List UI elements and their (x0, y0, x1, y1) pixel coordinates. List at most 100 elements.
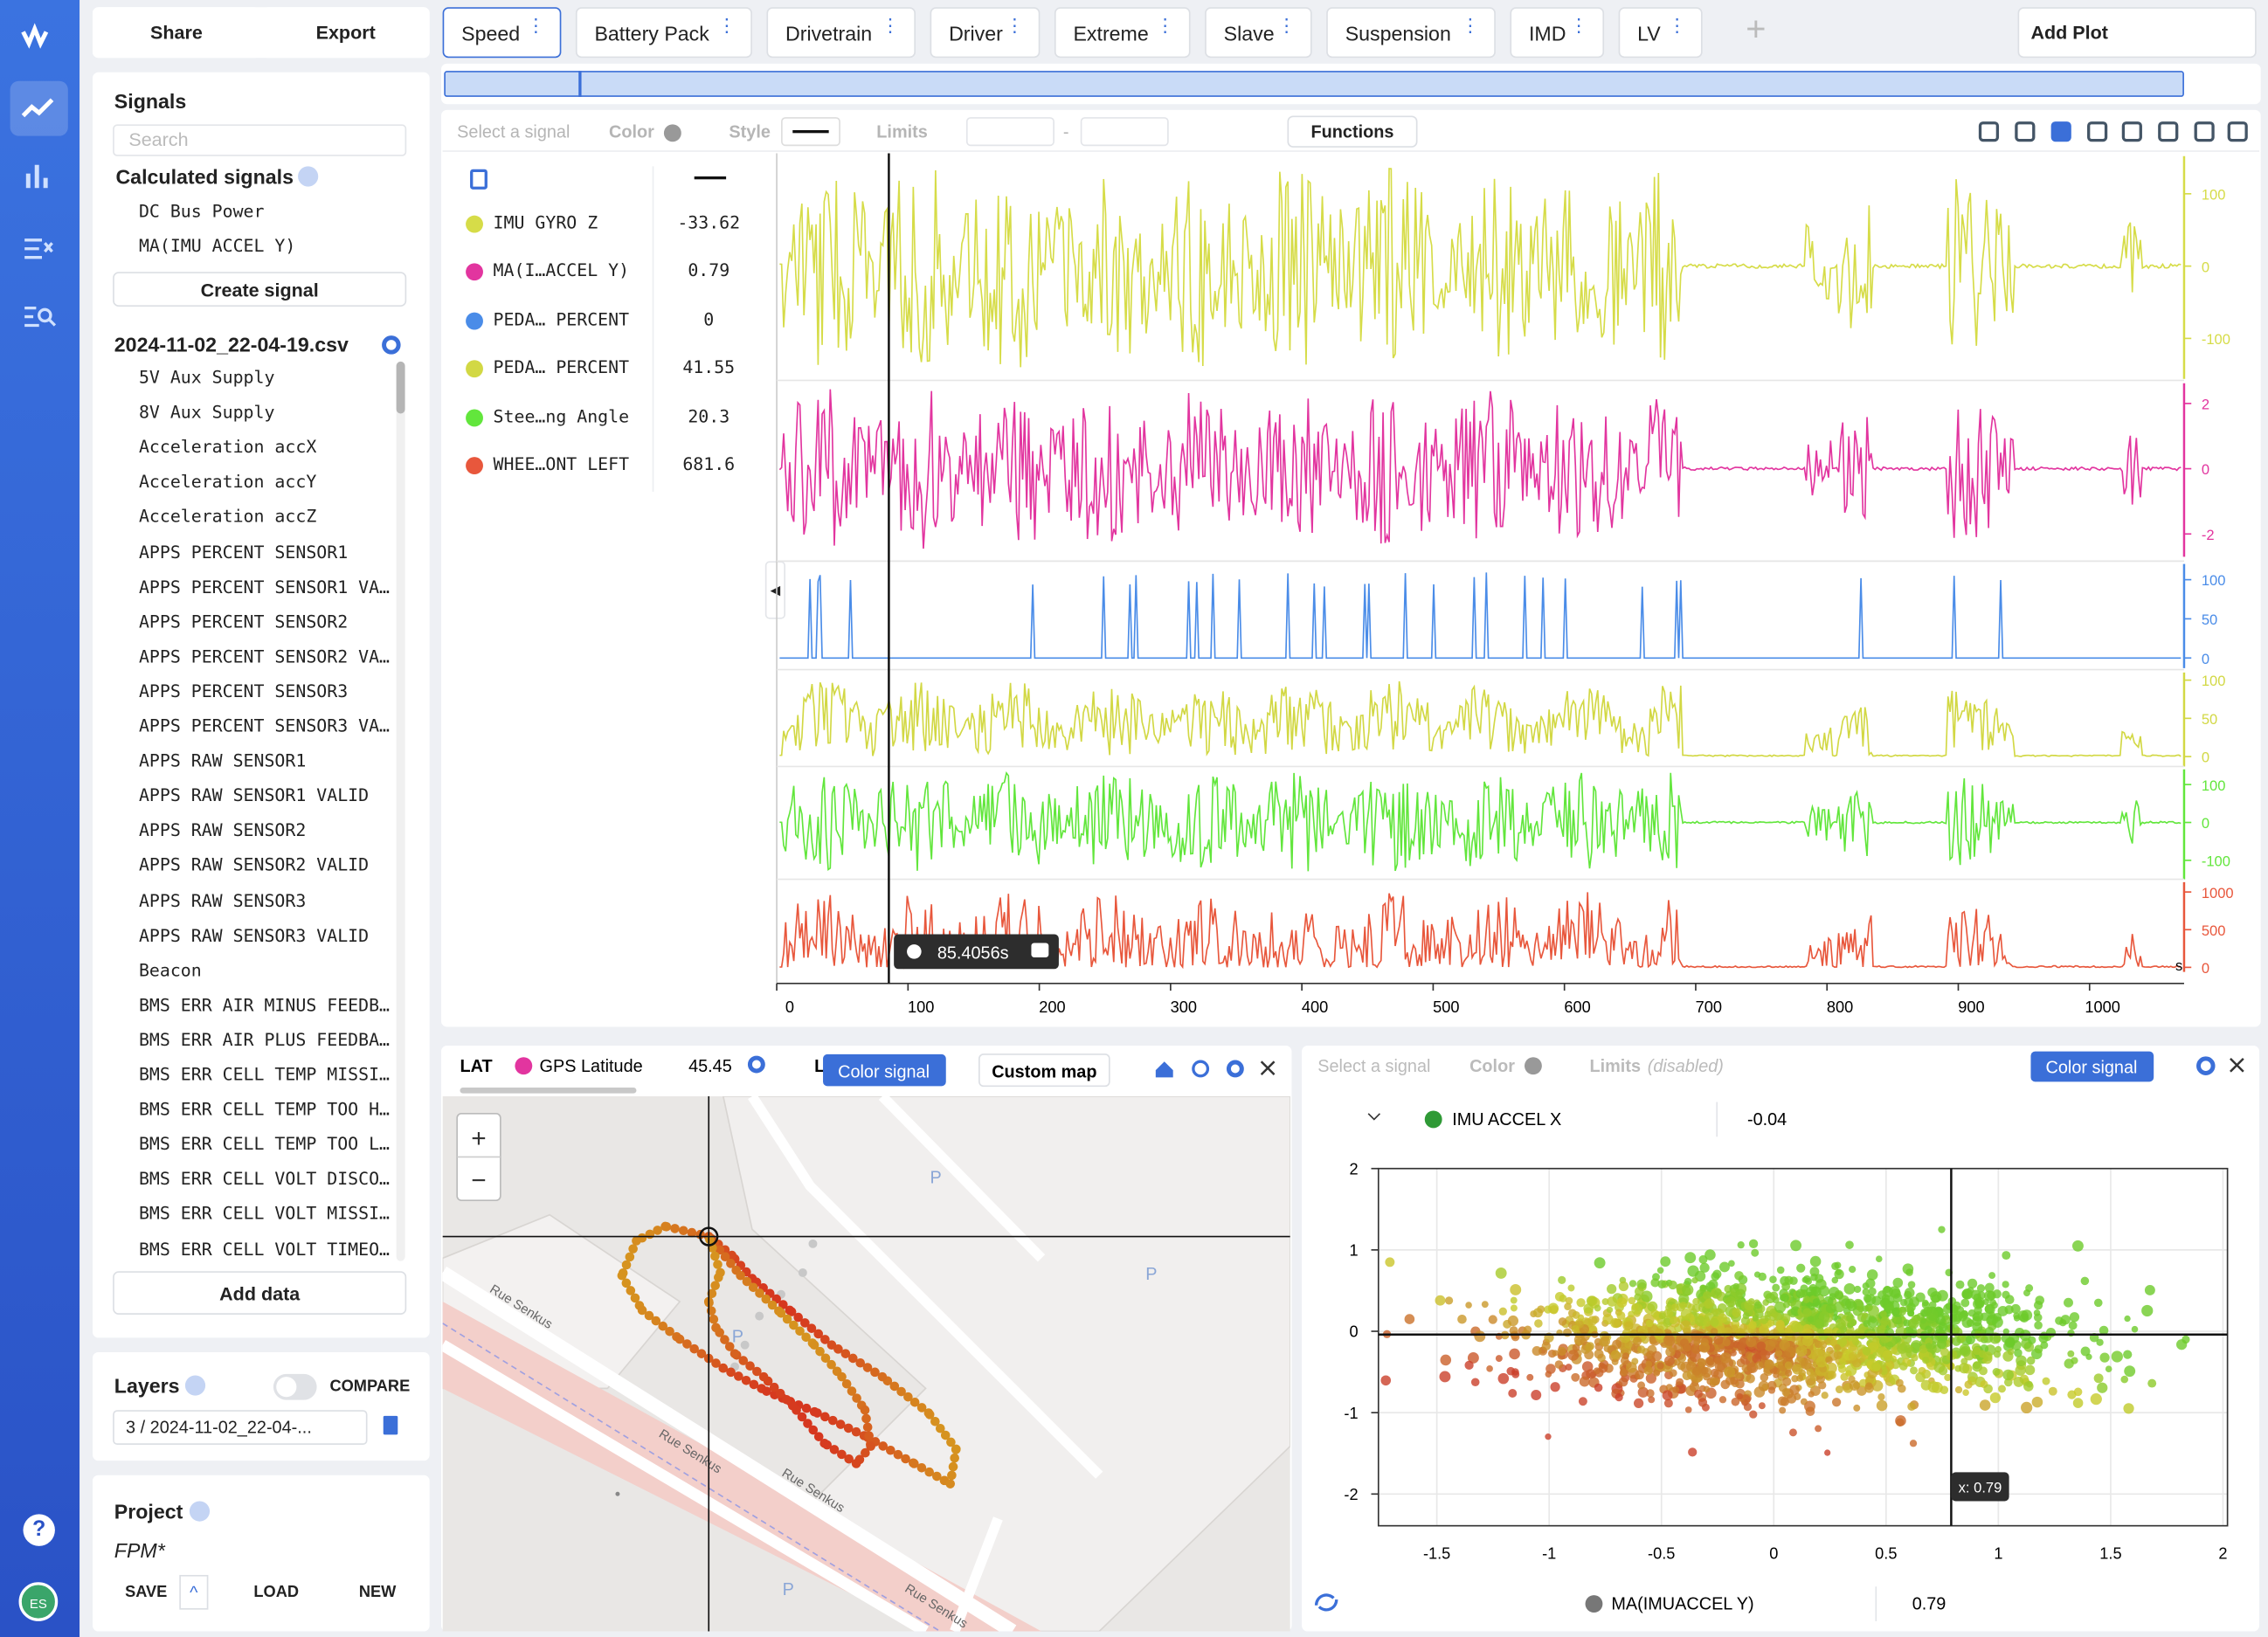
signal-item[interactable]: BMS ERR AIR PLUS FEEDBA… (138, 1029, 391, 1050)
signal-item[interactable]: Acceleration accY (138, 472, 317, 493)
signal-item[interactable]: APPS PERCENT SENSOR1 VA… (138, 576, 391, 597)
plot-tab[interactable]: Battery Pack ⋮ (575, 7, 752, 59)
plot-tab[interactable]: Suspension ⋮ (1326, 7, 1496, 59)
signal-item[interactable]: APPS PERCENT SENSOR3 VA… (138, 715, 391, 736)
settings-icon[interactable] (2196, 1056, 2216, 1075)
save-button[interactable]: SAVE (113, 1574, 180, 1610)
plot-tab[interactable]: IMD ⋮ (1510, 7, 1605, 59)
plot-tab[interactable]: Driver ⋮ (930, 7, 1041, 59)
signal-item[interactable]: Beacon (138, 959, 202, 980)
add-data-button[interactable]: Add data (113, 1271, 407, 1315)
limit-min[interactable] (965, 117, 1054, 147)
add-plot-button[interactable]: Add Plot (2017, 7, 2257, 59)
plot-tool-icon[interactable] (2194, 121, 2215, 142)
signal-item[interactable]: APPS RAW SENSOR3 VALID (138, 924, 370, 946)
export-button[interactable]: Export (261, 7, 430, 59)
signal-item[interactable]: APPS RAW SENSOR1 (138, 750, 307, 771)
swap-icon[interactable] (1314, 1593, 1338, 1612)
new-button[interactable]: NEW (344, 1574, 411, 1610)
signal-item[interactable]: APPS RAW SENSOR2 VALID (138, 855, 370, 876)
plot-tab[interactable]: LV ⋮ (1618, 7, 1703, 59)
comment-icon[interactable] (1031, 943, 1049, 958)
signal-item[interactable]: BMS ERR CELL TEMP TOO H… (138, 1099, 391, 1120)
signal-item[interactable]: BMS ERR CELL VOLT MISSI… (138, 1204, 391, 1225)
home-icon[interactable] (1155, 1061, 1173, 1078)
signal-item[interactable]: APPS RAW SENSOR3 (138, 890, 307, 911)
search-input[interactable]: Search (113, 124, 407, 156)
calculated-signal[interactable]: MA(IMU ACCEL Y) (138, 235, 296, 257)
plot-tab[interactable]: Speed ⋮ (442, 7, 562, 59)
signal-item[interactable]: APPS RAW SENSOR2 (138, 820, 307, 841)
scatter-point (1980, 1312, 1989, 1322)
scatter-point (1594, 1349, 1604, 1359)
plot-tool-icon[interactable] (2050, 121, 2071, 142)
scatter-point (2007, 1348, 2015, 1356)
legend-name[interactable]: PEDA… PERCENT (493, 308, 630, 330)
legend-name[interactable]: MA(I…ACCEL Y) (493, 260, 630, 281)
scatter-point (1758, 1402, 1766, 1410)
signal-item[interactable]: APPS PERCENT SENSOR2 (138, 611, 349, 632)
select-signal[interactable]: Select a signal (457, 121, 570, 142)
create-signal-button[interactable]: Create signal (113, 272, 407, 307)
load-button[interactable]: LOAD (243, 1574, 310, 1610)
signal-item[interactable]: BMS ERR CELL VOLT TIMEO… (138, 1239, 391, 1260)
info-icon (298, 166, 319, 187)
scatter-point (1828, 1371, 1836, 1379)
copy-icon[interactable] (470, 169, 487, 190)
plot-tool-icon[interactable] (1978, 121, 2000, 142)
signal-item[interactable]: APPS RAW SENSOR1 VALID (138, 785, 370, 806)
zoom-in[interactable]: + (471, 1124, 486, 1153)
timeline-range[interactable] (444, 71, 2184, 97)
signal-item[interactable]: Acceleration accZ (138, 507, 317, 528)
signal-item[interactable]: APPS PERCENT SENSOR3 (138, 680, 349, 701)
settings-icon[interactable] (747, 1055, 765, 1074)
delete-layer[interactable] (383, 1415, 398, 1435)
plot-tool-icon[interactable] (2015, 121, 2036, 142)
legend-name[interactable]: WHEE…ONT LEFT (493, 453, 630, 475)
signal-item[interactable]: BMS ERR AIR MINUS FEEDB… (138, 994, 391, 1015)
nav-icons[interactable] (0, 0, 80, 376)
color-signal-button[interactable] (2030, 1051, 2154, 1082)
signal-item[interactable]: BMS ERR CELL VOLT DISCO… (138, 1169, 391, 1190)
track-dot (866, 1441, 875, 1451)
calculated-signal[interactable]: DC Bus Power (138, 201, 265, 222)
custom-map-button[interactable] (978, 1053, 1110, 1088)
limit-max[interactable] (1080, 117, 1169, 147)
plot-tool-icon[interactable] (2121, 121, 2142, 142)
signal-item[interactable]: BMS ERR CELL TEMP TOO L… (138, 1134, 391, 1155)
plot-tool-icon[interactable] (2087, 121, 2108, 142)
close-icon[interactable] (1260, 1060, 1276, 1075)
signal-item[interactable]: APPS PERCENT SENSOR2 VA… (138, 646, 391, 667)
save-menu[interactable]: ^ (179, 1574, 209, 1610)
legend-name[interactable]: Stee…ng Angle (493, 405, 630, 426)
help-button[interactable]: ? (23, 1514, 55, 1546)
collapse-legend[interactable]: ◀ (764, 561, 785, 619)
close-icon[interactable] (2230, 1058, 2244, 1073)
plot-tab[interactable]: Extreme ⋮ (1054, 7, 1191, 59)
plot-tool-icon[interactable] (2158, 121, 2179, 142)
signal-item[interactable]: APPS PERCENT SENSOR1 (138, 542, 349, 563)
timer-icon[interactable] (907, 944, 922, 959)
plot-tab[interactable]: Drivetrain ⋮ (766, 7, 916, 59)
color-signal-button[interactable] (823, 1053, 946, 1087)
add-tab[interactable]: + (1746, 10, 1767, 50)
plot-tool-icon[interactable] (2227, 121, 2248, 142)
style-select[interactable] (781, 117, 840, 147)
signal-item[interactable]: BMS ERR CELL TEMP MISSI… (138, 1064, 391, 1085)
layer-select[interactable]: 3 / 2024-11-02_22-04-... (113, 1410, 368, 1445)
expand-icon[interactable] (1367, 1113, 1381, 1121)
legend-name[interactable]: IMU GYRO Z (493, 212, 598, 233)
settings-icon[interactable] (1226, 1060, 1244, 1078)
settings-icon[interactable] (382, 335, 401, 355)
plot-tab[interactable]: Slave ⋮ (1205, 7, 1312, 59)
locate-icon[interactable] (1192, 1060, 1210, 1078)
legend-name[interactable]: PEDA… PERCENT (493, 357, 630, 378)
zoom-out[interactable]: − (471, 1166, 486, 1195)
share-button[interactable]: Share (92, 7, 261, 59)
signal-item[interactable]: Acceleration accX (138, 437, 317, 458)
signal-item[interactable]: 5V Aux Supply (138, 367, 275, 388)
user-avatar[interactable]: ES (18, 1582, 59, 1621)
functions-button[interactable]: Functions (1287, 115, 1418, 148)
scatter-point (1579, 1376, 1590, 1387)
signal-item[interactable]: 8V Aux Supply (138, 402, 275, 423)
